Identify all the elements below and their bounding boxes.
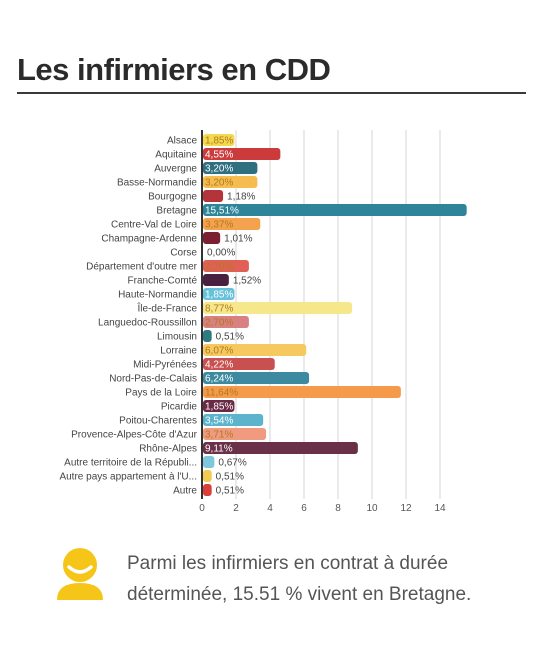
x-tick-label: 8 <box>335 503 341 514</box>
category-label: Corse <box>170 248 197 259</box>
value-label: 9,11% <box>205 444 233 455</box>
bar <box>203 484 212 496</box>
user-icon <box>57 548 103 600</box>
bar <box>203 414 264 426</box>
value-label: 3,20% <box>205 178 233 189</box>
category-label: Département d'outre mer <box>86 262 198 273</box>
value-label: 0,67% <box>218 458 246 469</box>
bar <box>203 134 235 146</box>
category-label: Lorraine <box>160 346 197 357</box>
category-label: Basse-Normandie <box>117 178 197 189</box>
category-label: Auvergne <box>154 164 197 175</box>
value-label: 3,20% <box>205 164 233 175</box>
value-label: 4,22% <box>205 360 233 371</box>
bar <box>203 456 215 468</box>
bar <box>203 204 467 216</box>
category-label: Haute-Normandie <box>118 290 197 301</box>
category-label: Champagne-Ardenne <box>101 234 197 245</box>
value-label: 11,64% <box>205 388 238 399</box>
value-label: 2,70% <box>205 262 233 273</box>
category-label: Centre-Val de Loire <box>111 220 197 231</box>
value-label: 2,70% <box>205 318 233 329</box>
category-label: Aquitaine <box>155 150 197 161</box>
value-label: 1,52% <box>233 276 261 287</box>
category-label: Bretagne <box>156 206 197 217</box>
info-text: Parmi les infirmiers en contrat à durée … <box>127 553 472 605</box>
category-label: Autre <box>173 486 197 497</box>
category-label: Bourgogne <box>148 192 197 203</box>
category-label: Languedoc-Roussillon <box>98 318 197 329</box>
x-tick-label: 0 <box>199 503 205 514</box>
value-label: 8,77% <box>205 304 233 315</box>
bar-chart: 0 2 4 6 8 10 12 14 Alsace 1,85% Aquitaine 4,55% Auve… <box>59 130 467 514</box>
bar <box>203 288 235 300</box>
value-label: 1,85% <box>205 136 233 147</box>
value-label: 15,51% <box>205 206 239 217</box>
x-tick-label: 10 <box>366 503 378 514</box>
bar <box>203 442 358 454</box>
bar <box>203 344 307 356</box>
value-label: 3,71% <box>205 430 233 441</box>
bar <box>203 358 275 370</box>
bar <box>203 330 212 342</box>
info-box: Parmi les infirmiers en contrat à durée … <box>55 545 525 655</box>
value-label: 0,51% <box>216 486 244 497</box>
bar <box>203 316 249 328</box>
bar <box>203 470 212 482</box>
bar <box>203 302 353 314</box>
value-label: 6,24% <box>205 374 233 385</box>
page-title: Les infirmiers en CDD <box>17 52 331 87</box>
value-label: 0,00% <box>207 248 235 259</box>
category-label: Nord-Pas-de-Calais <box>109 374 197 385</box>
category-label: Pays de la Loire <box>125 388 197 399</box>
value-label: 6,07% <box>205 346 233 357</box>
bar <box>203 218 261 230</box>
category-label: Alsace <box>167 136 197 147</box>
category-label: Rhône-Alpes <box>139 444 197 455</box>
x-tick-label: 6 <box>301 503 307 514</box>
category-label: Midi-Pyrénées <box>133 360 197 371</box>
title-divider <box>17 92 526 94</box>
value-label: 0,51% <box>216 332 244 343</box>
bar <box>203 162 258 174</box>
category-label: Franche-Comté <box>128 276 198 287</box>
bar <box>203 232 221 244</box>
bar <box>203 176 258 188</box>
bar <box>203 428 267 440</box>
x-tick-label: 4 <box>267 503 273 514</box>
category-label: Limousin <box>157 332 197 343</box>
category-label: Provence-Alpes-Côte d'Azur <box>71 430 198 441</box>
bar <box>203 386 401 398</box>
category-label: Picardie <box>161 402 198 413</box>
value-label: 3,54% <box>205 416 233 427</box>
x-tick-label: 12 <box>400 503 412 514</box>
category-label: Autre territoire de la Républi... <box>64 458 197 469</box>
value-label: 1,85% <box>205 290 233 301</box>
bar <box>203 148 281 160</box>
value-label: 4,55% <box>205 150 233 161</box>
bar <box>203 372 310 384</box>
bar <box>203 274 229 286</box>
value-label: 3,37% <box>205 220 233 231</box>
value-label: 0,51% <box>216 472 244 483</box>
category-label: Autre pays appartement à l'U... <box>59 472 197 483</box>
bar <box>203 260 249 272</box>
bar <box>203 190 224 202</box>
category-label: Île-de-France <box>137 302 198 315</box>
value-label: 1,18% <box>227 192 255 203</box>
x-tick-label: 14 <box>434 503 446 514</box>
value-label: 1,01% <box>224 234 252 245</box>
bar <box>203 400 235 412</box>
value-label: 1,85% <box>205 402 233 413</box>
x-tick-label: 2 <box>233 503 239 514</box>
category-label: Poitou-Charentes <box>119 416 197 427</box>
